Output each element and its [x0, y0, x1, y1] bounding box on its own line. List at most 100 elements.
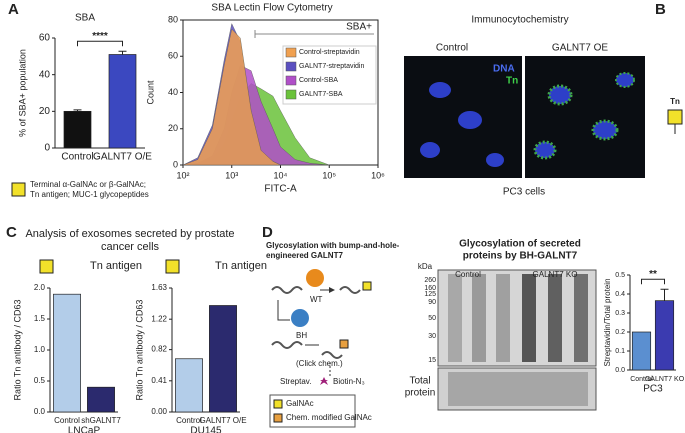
diagram-title: Glycosylation with bump-and-hole- — [266, 241, 400, 250]
y-tick-label: 0 — [44, 143, 50, 154]
tn-symbol — [667, 109, 683, 125]
y-tick-label: 0.0 — [34, 407, 46, 416]
bar — [53, 293, 81, 413]
key-label: Chem. modified GalNAc — [286, 413, 372, 422]
y-tick-label: 20 — [39, 106, 51, 117]
blot-label: protein — [405, 388, 436, 399]
legend-swatch — [285, 89, 297, 100]
stain-label: Tn — [506, 76, 518, 87]
marker-label: 15 — [428, 357, 436, 364]
y-axis-label: Ratio Tn antibody / CD63 — [12, 300, 22, 401]
step-label: Streptav. — [280, 377, 311, 386]
x-tick-label: 10² — [176, 170, 189, 180]
x-tick-label: GALNT7 O/E — [93, 152, 152, 163]
y-tick-label: 20 — [168, 123, 178, 133]
error-bar — [660, 288, 669, 301]
significance-label: ** — [649, 269, 657, 280]
y-axis-label: % of SBA+ population — [17, 49, 27, 137]
x-tick-label: 10³ — [225, 170, 238, 180]
group-label: Control — [455, 270, 481, 279]
tn-symbol — [165, 259, 180, 274]
y-tick-label: 40 — [39, 69, 51, 80]
legend-label: Control-SBA — [299, 77, 338, 84]
micrograph — [404, 56, 645, 178]
tn-symbol — [39, 259, 54, 274]
bar — [108, 54, 137, 149]
x-tick-label: 10⁴ — [274, 170, 288, 180]
significance-bracket — [77, 40, 123, 47]
x-tick-label: shGALNT7 — [81, 416, 121, 425]
legend-swatch — [285, 61, 297, 72]
panel-label: A — [8, 1, 19, 18]
error-bar — [118, 50, 127, 55]
x-tick-label: Control — [54, 416, 80, 425]
x-tick-label: GALNT7 KO — [645, 376, 685, 383]
gate-label: SBA+ — [346, 22, 372, 33]
y-axis-label: Ratio Tn antibody / CD63 — [134, 300, 144, 401]
bar — [87, 386, 115, 413]
diagram — [269, 269, 372, 428]
x-axis-label: FITC-A — [264, 184, 297, 195]
significance-label: **** — [92, 31, 108, 42]
marker-label: 160 — [424, 285, 436, 292]
y-tick-label: 60 — [168, 51, 178, 61]
note: Tn antigen; MUC-1 glycopeptides — [30, 190, 149, 199]
y-tick-label: 0.00 — [151, 407, 167, 416]
y-tick-label: 1.5 — [34, 314, 46, 323]
y-tick-label: 1.63 — [151, 283, 167, 292]
blot-image — [437, 269, 597, 411]
y-tick-label: 0.2 — [615, 329, 625, 336]
y-tick-label: 0.0 — [615, 367, 625, 374]
y-tick-label: 40 — [168, 87, 178, 97]
panel-label: C — [6, 224, 17, 241]
y-tick-label: 1.0 — [34, 345, 46, 354]
note: Terminal α-GalNAc or β-GalNAc; — [30, 180, 146, 189]
image-label: GALNT7 OE — [552, 43, 608, 54]
x-axis-label: PC3 — [643, 384, 663, 395]
y-tick-label: 0 — [173, 159, 178, 169]
gate — [254, 30, 374, 38]
marker-label: 30 — [428, 333, 436, 340]
legend-swatch — [285, 47, 297, 58]
x-tick-label: Control — [630, 376, 653, 383]
legend-label: GALNT7-streptavidin — [299, 63, 364, 70]
y-tick-label: 60 — [39, 33, 51, 44]
unit-label: kDa — [418, 262, 433, 271]
bar — [63, 110, 92, 149]
y-tick-label: 0.3 — [615, 310, 625, 317]
chart-title: Tn antigen — [215, 260, 267, 272]
y-tick-label: 1.22 — [151, 314, 167, 323]
y-tick-label: 0.1 — [615, 348, 625, 355]
glycan-label: Tn — [670, 97, 680, 106]
diagram-title: engineered GALNT7 — [266, 251, 343, 260]
x-tick-label: 10⁶ — [371, 170, 385, 180]
panel-title: Immunocytochemistry — [471, 15, 568, 26]
legend-label: Control-streptavidin — [299, 49, 360, 56]
caption: PC3 cells — [503, 187, 545, 198]
x-tick-label: GALNT7 O/E — [199, 416, 246, 425]
group-label: GALNT7 KO — [533, 270, 578, 279]
marker-label: 50 — [428, 315, 436, 322]
enzyme-label: WT — [310, 295, 323, 304]
bar — [175, 358, 203, 413]
x-tick-label: Control — [176, 416, 202, 425]
bar — [631, 331, 652, 371]
y-axis-label: Count — [145, 80, 155, 105]
y-tick-label: 0.4 — [615, 291, 625, 298]
legend-label: GALNT7-SBA — [299, 91, 343, 98]
bar — [209, 305, 237, 413]
bar — [654, 300, 675, 371]
step-label: (Click chem.) — [296, 359, 343, 368]
legend-swatch — [285, 75, 297, 86]
marker-label: 260 — [424, 277, 436, 284]
marker-label: 90 — [428, 299, 436, 306]
y-tick-label: 2.0 — [34, 283, 46, 292]
tn-symbol — [11, 182, 26, 197]
chart-title: Tn antigen — [90, 260, 142, 272]
panel-title: cancer cells — [101, 241, 160, 253]
image-label: Control — [436, 43, 468, 54]
y-tick-label: 80 — [168, 14, 178, 24]
panel-label: B — [655, 1, 666, 18]
blot-title: Glycosylation of secreted — [459, 239, 581, 250]
